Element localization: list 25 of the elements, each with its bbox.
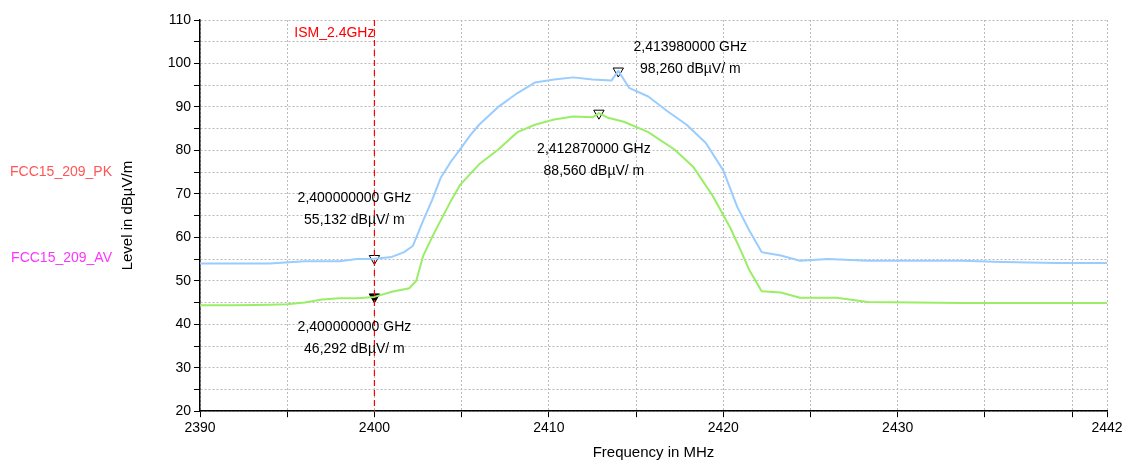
x-axis-title: Frequency in MHz [592, 443, 715, 461]
y-tick-label: 60 [175, 228, 192, 245]
data-label: 2,413980000 GHz 98,260 dBµV/ m [633, 37, 748, 76]
y-tick-label: 80 [175, 141, 192, 158]
x-tick-label: 2400 [358, 419, 391, 436]
y-tick-label: 110 [168, 10, 192, 27]
x-tick-label: 2430 [882, 419, 914, 436]
x-tick-label: 2390 [184, 419, 216, 436]
text: FCC15_209_PK [10, 163, 113, 180]
y-axis-title: Level in dBµV/m [118, 160, 136, 271]
y-tick-label: 100 [167, 54, 192, 71]
y-tick-label: 70 [175, 184, 192, 201]
x-tick-label: 2442 [1091, 419, 1123, 436]
text: FCC15_209_AV [11, 249, 113, 266]
y-tick-label: 50 [175, 271, 192, 288]
y-tick-label: 90 [175, 97, 192, 114]
y-tick-label: 20 [175, 402, 192, 419]
data-label: 2,400000000 GHz 55,132 dBµV/ m [297, 189, 412, 228]
data-label: 2,412870000 GHz 88,560 dBµV/ m [537, 140, 651, 179]
x-tick-label: 2420 [707, 419, 740, 436]
x-tick-label: 2410 [533, 419, 565, 436]
data-label: 2,400000000 GHz 46,292 dBµV/ m [297, 317, 412, 356]
y-tick-label: 40 [175, 315, 192, 332]
y-tick-label: 30 [175, 358, 192, 375]
ref-line-label: ISM_2.4GHz [294, 23, 375, 40]
